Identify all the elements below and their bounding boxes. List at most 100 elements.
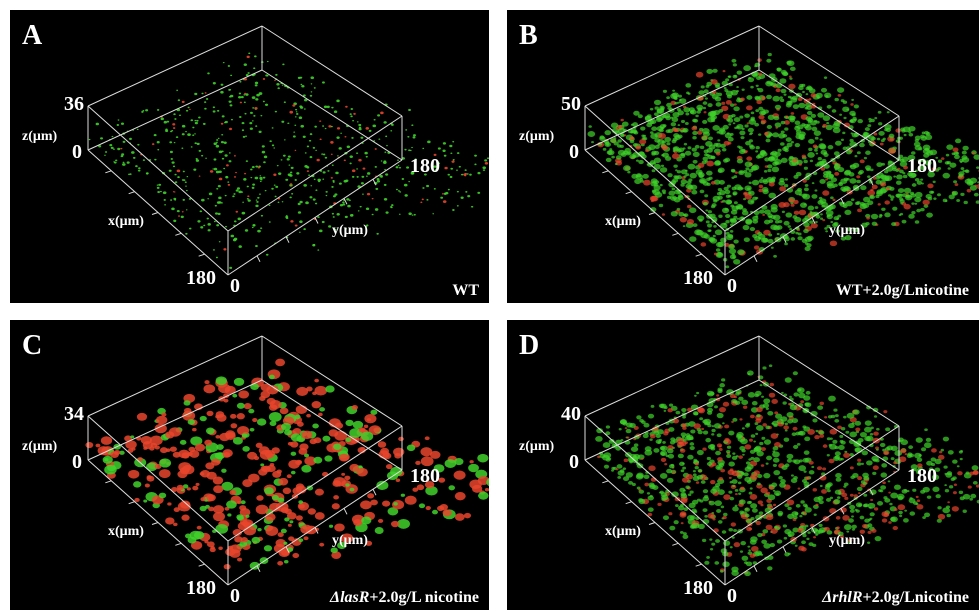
- cell: [224, 154, 227, 157]
- cell: [784, 94, 787, 96]
- cell: [733, 259, 740, 265]
- cell: [656, 117, 662, 122]
- cell: [830, 196, 834, 199]
- cell: [319, 120, 321, 122]
- cell: [731, 90, 738, 96]
- cell: [772, 167, 779, 173]
- cell: [474, 164, 476, 166]
- cell: [892, 207, 897, 211]
- cell: [154, 159, 156, 161]
- cell: [823, 444, 828, 448]
- cell: [866, 460, 873, 465]
- cell: [164, 199, 166, 201]
- cell: [742, 454, 745, 456]
- cell: [629, 136, 634, 140]
- cell: [870, 189, 873, 192]
- cell: [690, 515, 696, 519]
- cell: [749, 133, 752, 135]
- cell: [229, 490, 236, 495]
- cell: [845, 170, 851, 175]
- cell: [160, 191, 162, 192]
- cell: [280, 407, 289, 414]
- cell: [811, 127, 817, 132]
- cell: [917, 504, 924, 509]
- cell: [692, 148, 697, 152]
- cell: [896, 174, 903, 179]
- cell: [217, 201, 220, 204]
- cell: [927, 495, 932, 498]
- cell: [815, 221, 818, 223]
- cell: [100, 137, 103, 139]
- cell: [776, 493, 780, 496]
- cell: [225, 176, 227, 178]
- cell: [793, 371, 798, 375]
- cell: [159, 469, 171, 478]
- cell: [791, 112, 795, 115]
- cell: [255, 245, 258, 247]
- cell: [364, 152, 367, 155]
- cell: [199, 176, 201, 177]
- cell: [737, 475, 742, 479]
- cell: [755, 394, 759, 397]
- cell: [888, 492, 891, 494]
- cell: [678, 454, 684, 459]
- cell: [207, 218, 209, 220]
- cell: [782, 211, 785, 213]
- cell: [224, 142, 227, 144]
- cell: [791, 204, 795, 207]
- cell: [199, 150, 202, 152]
- cell: [747, 501, 751, 504]
- cell: [834, 98, 838, 101]
- cell: [310, 185, 312, 186]
- cell: [849, 505, 855, 510]
- cell: [899, 170, 904, 174]
- cell: [850, 494, 854, 497]
- cell: [778, 202, 785, 208]
- cell: [685, 486, 689, 489]
- cell: [376, 233, 378, 235]
- cell: [267, 398, 276, 405]
- cell: [673, 138, 678, 142]
- strain-label: ΔlasR: [329, 589, 370, 606]
- cell: [723, 540, 730, 546]
- cell: [157, 187, 160, 189]
- cell: [821, 489, 827, 494]
- cell: [706, 220, 710, 223]
- cell: [700, 232, 708, 238]
- cell: [245, 136, 247, 137]
- cell: [876, 428, 880, 431]
- cell: [474, 155, 477, 157]
- cell: [278, 172, 281, 175]
- cell: [727, 446, 731, 449]
- cell: [648, 144, 656, 150]
- cell: [281, 529, 287, 534]
- cell: [903, 518, 909, 522]
- cell: [681, 469, 685, 472]
- cell: [457, 152, 459, 154]
- cell: [671, 211, 678, 217]
- cell: [773, 424, 777, 427]
- z-zero-label: 0: [569, 451, 579, 473]
- cell: [893, 526, 898, 530]
- cell: [334, 523, 345, 531]
- cell: [733, 193, 737, 196]
- cell: [217, 414, 227, 422]
- cell: [230, 75, 232, 77]
- cell: [767, 125, 772, 129]
- cell: [228, 65, 230, 67]
- cell: [745, 218, 752, 223]
- cell: [750, 517, 754, 520]
- cell: [782, 401, 786, 404]
- cell: [718, 188, 722, 191]
- cell: [843, 453, 850, 458]
- cell: [881, 463, 887, 467]
- cell: [698, 408, 705, 414]
- cell: [771, 82, 777, 86]
- cell: [96, 123, 99, 126]
- cell: [766, 95, 772, 100]
- cell: [799, 515, 802, 518]
- cell: [666, 142, 670, 145]
- cell: [810, 211, 813, 213]
- cell: [247, 452, 257, 460]
- cell: [869, 507, 872, 509]
